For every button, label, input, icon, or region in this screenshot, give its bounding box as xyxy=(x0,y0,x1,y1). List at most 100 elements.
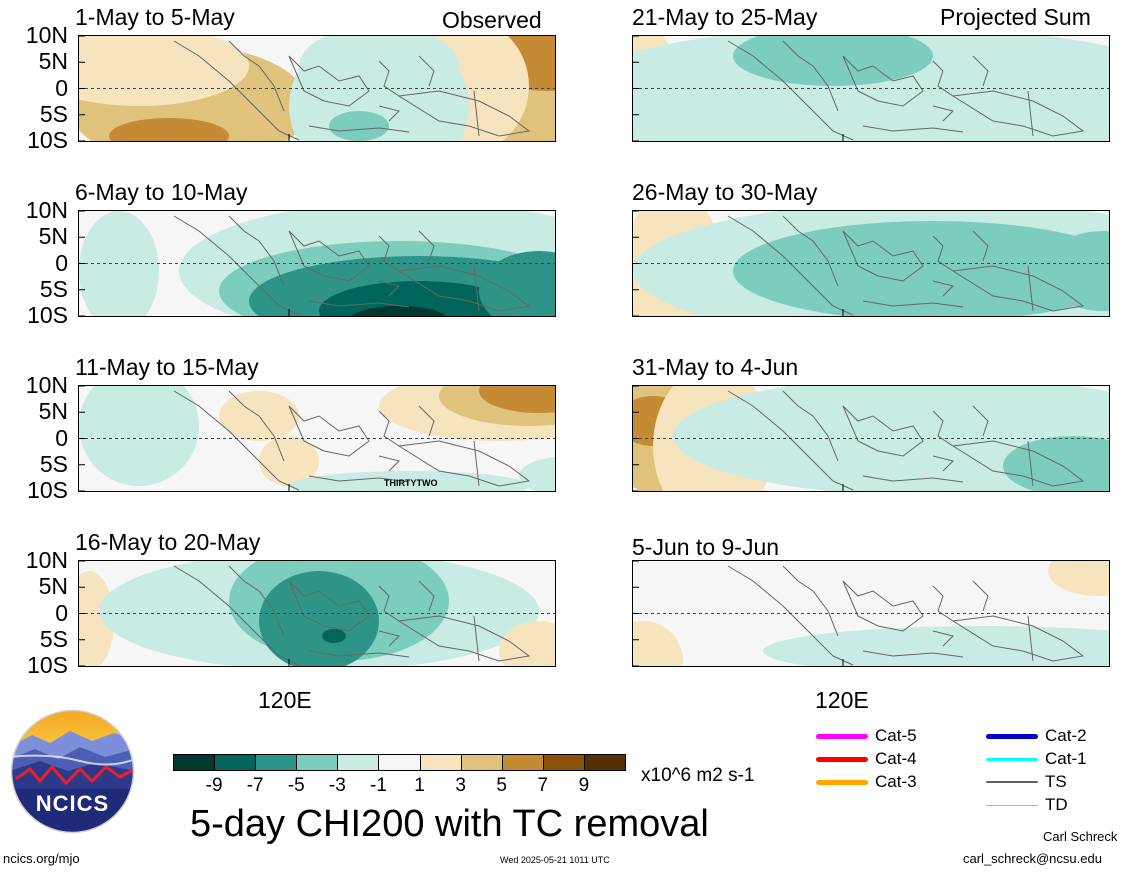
coastline xyxy=(378,280,400,297)
coastline xyxy=(972,405,989,437)
coastline xyxy=(378,410,400,447)
lat-label: 0 xyxy=(55,74,68,101)
anomaly-region xyxy=(79,571,114,666)
coastline xyxy=(173,390,300,491)
author-email[interactable]: carl_schreck@ncsu.edu xyxy=(963,851,1102,866)
anomaly-region xyxy=(79,211,159,316)
anomaly-region xyxy=(259,436,319,486)
lat-label: 10N xyxy=(25,197,68,223)
coastline xyxy=(397,440,531,487)
coastline xyxy=(972,580,989,612)
coastline xyxy=(173,565,300,666)
coastline xyxy=(288,405,370,457)
lat-label: 10N xyxy=(25,547,68,573)
coastline xyxy=(1027,265,1034,312)
colorbar-swatch xyxy=(501,754,544,771)
map-panel-4 xyxy=(632,210,1110,317)
colorbar-units: x10^6 m2 s-1 xyxy=(641,765,755,786)
colorbar-swatch xyxy=(337,754,380,771)
anomaly-region xyxy=(259,571,379,666)
coastline xyxy=(288,230,370,282)
map-panel-2 xyxy=(632,35,1110,142)
colorbar-swatch xyxy=(542,754,585,771)
coastline xyxy=(418,230,435,262)
tc-legend-label: Cat-2 xyxy=(1045,726,1087,745)
coastline xyxy=(951,440,1085,487)
coastline xyxy=(932,455,954,472)
timestamp: Wed 2025-05-21 1011 UTC xyxy=(500,855,610,865)
coastline xyxy=(418,580,435,612)
tc-legend-label: Cat-3 xyxy=(875,772,917,791)
lat-label: 5S xyxy=(39,275,68,302)
colorbar-tick-label: 7 xyxy=(537,775,549,796)
lat-label: 0 xyxy=(55,599,68,626)
coastline xyxy=(288,580,370,632)
tc-legend-line xyxy=(986,733,1038,739)
coastline xyxy=(1027,440,1034,487)
colorbar-swatch xyxy=(460,754,503,771)
colorbar-tick-label: 3 xyxy=(455,775,466,796)
coastline xyxy=(473,265,480,312)
map-panel-1 xyxy=(78,35,556,142)
coastline xyxy=(308,650,410,658)
colorbar-tick-label: -9 xyxy=(205,775,223,796)
coastline xyxy=(418,55,435,87)
author-name: Carl Schreck xyxy=(1043,829,1118,844)
anomaly-region xyxy=(79,386,199,486)
lat-label: 0 xyxy=(55,424,68,451)
lon-label-right: 120E xyxy=(815,687,869,713)
lon-label-left: 120E xyxy=(258,687,312,713)
anomaly-region xyxy=(322,629,346,643)
coastline xyxy=(862,475,964,483)
coastline xyxy=(397,90,531,137)
coastline xyxy=(397,615,531,662)
coastline xyxy=(473,90,480,137)
coastline xyxy=(972,230,989,262)
panel-title-3: 6-May to 10-May xyxy=(75,179,248,205)
coastline xyxy=(932,410,954,447)
coastline xyxy=(727,40,854,141)
colorbar xyxy=(173,754,626,773)
projected-label: Projected Sum xyxy=(940,4,1091,30)
panel-title-4: 26-May to 30-May xyxy=(632,179,818,205)
coastline xyxy=(1027,90,1034,137)
anomaly-region xyxy=(633,621,683,666)
coastline xyxy=(397,265,531,312)
coastline xyxy=(932,280,954,297)
website-link[interactable]: ncics.org/mjo xyxy=(3,851,80,866)
colorbar-swatch xyxy=(255,754,298,771)
lat-label: 10S xyxy=(27,302,68,328)
colorbar-tick-label: 1 xyxy=(414,775,425,796)
colorbar-swatch xyxy=(419,754,462,771)
coastline xyxy=(378,105,400,122)
panel-title-7: 16-May to 20-May xyxy=(75,529,261,555)
tc-legend-line xyxy=(816,779,868,785)
lat-label: 5S xyxy=(39,100,68,127)
anomaly-region xyxy=(109,118,229,141)
coastline xyxy=(862,300,964,308)
coastline xyxy=(228,215,285,287)
anomaly-region xyxy=(499,621,555,666)
logo-text: NCICS xyxy=(35,791,110,816)
coastline xyxy=(951,90,1085,137)
coastline xyxy=(842,405,924,457)
coastline xyxy=(173,40,300,141)
coastline xyxy=(727,390,854,491)
lat-label: 10S xyxy=(27,652,68,678)
coastline xyxy=(173,215,300,316)
colorbar-tick-label: 9 xyxy=(578,775,590,796)
tc-legend-line xyxy=(986,757,1038,761)
colorbar-swatch xyxy=(583,754,626,771)
panel-title-6: 31-May to 4-Jun xyxy=(632,354,799,380)
coastline xyxy=(951,615,1085,662)
main-title: 5-day CHI200 with TC removal xyxy=(190,803,709,845)
map-panel-5 xyxy=(78,385,556,492)
lat-label: 5N xyxy=(38,573,68,600)
lat-label: 10S xyxy=(27,127,68,153)
tc-legend-label: TD xyxy=(1045,795,1068,814)
colorbar-swatch xyxy=(378,754,421,771)
coastline xyxy=(842,55,924,107)
lat-label: 5N xyxy=(38,398,68,425)
coastline xyxy=(932,105,954,122)
map-panel-7 xyxy=(78,560,556,667)
